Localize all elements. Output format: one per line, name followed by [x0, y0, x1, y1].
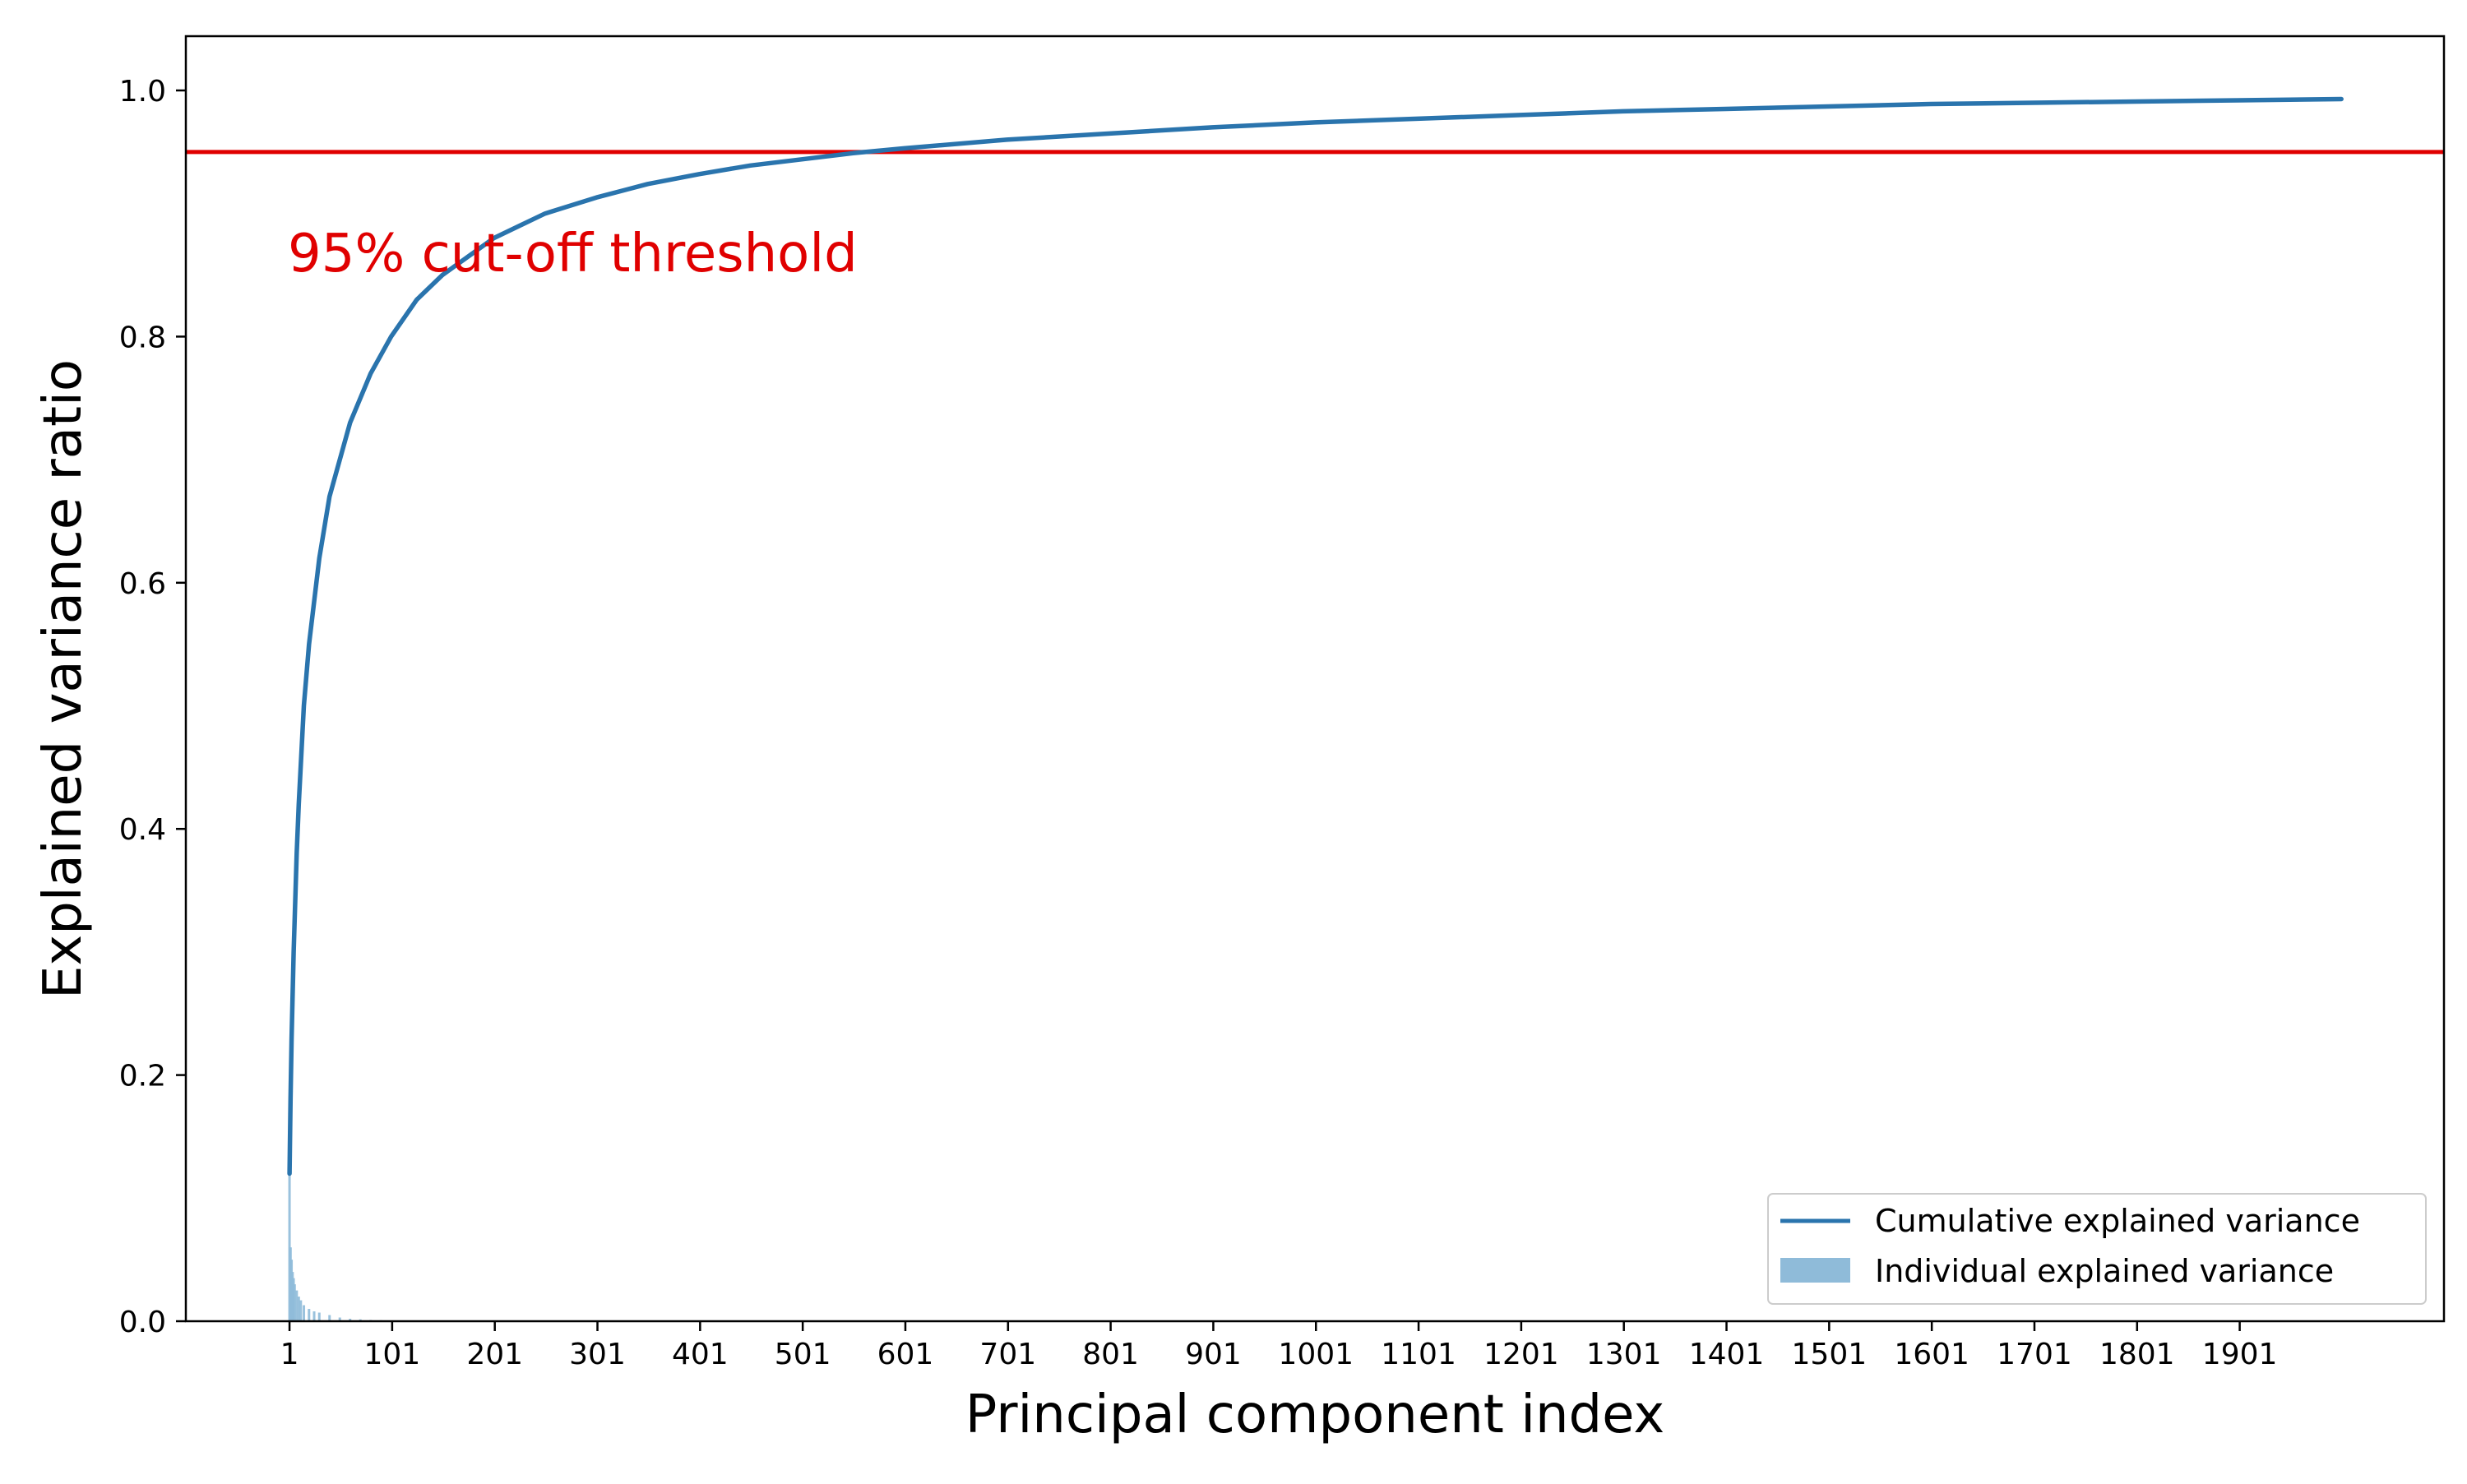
threshold-annotation: 95% cut-off threshold [288, 224, 858, 284]
y-tick-label: 0.2 [119, 1060, 166, 1093]
variance-bar [299, 1301, 302, 1321]
x-tick-label: 501 [775, 1338, 831, 1371]
x-tick-label: 901 [1185, 1338, 1242, 1371]
legend: Cumulative explained variance Individual… [1768, 1194, 2426, 1304]
x-tick-label: 1701 [1997, 1338, 2072, 1371]
x-tick-label: 1101 [1381, 1338, 1456, 1371]
x-tick-label: 1801 [2099, 1338, 2175, 1371]
x-tick-label: 1201 [1483, 1338, 1559, 1371]
y-tick-label: 1.0 [119, 75, 166, 109]
x-tick-label: 1 [280, 1338, 299, 1371]
x-tick-label: 801 [1082, 1338, 1139, 1371]
y-tick-label: 0.4 [119, 813, 166, 847]
variance-bar [313, 1311, 316, 1321]
y-axis-ticks: 0.0 0.2 0.4 0.6 0.8 1.0 [119, 75, 186, 1339]
x-axis-title: Principal component index [965, 1385, 1665, 1445]
variance-bar [308, 1309, 310, 1321]
y-tick-label: 0.8 [119, 321, 166, 354]
y-tick-label: 0.6 [119, 567, 166, 601]
x-tick-label: 1301 [1586, 1338, 1662, 1371]
legend-label-cumulative: Cumulative explained variance [1875, 1203, 2360, 1239]
legend-bar-swatch [1780, 1258, 1850, 1283]
x-tick-label: 1401 [1689, 1338, 1765, 1371]
variance-bar [318, 1313, 321, 1321]
x-tick-label: 401 [672, 1338, 729, 1371]
x-tick-label: 201 [466, 1338, 523, 1371]
x-tick-label: 1501 [1792, 1338, 1868, 1371]
variance-bar [303, 1306, 305, 1321]
x-tick-label: 101 [364, 1338, 421, 1371]
legend-label-individual: Individual explained variance [1875, 1253, 2334, 1289]
x-tick-label: 1001 [1278, 1338, 1354, 1371]
y-axis-title: Explained variance ratio [33, 359, 94, 999]
y-tick-label: 0.0 [119, 1306, 166, 1339]
x-tick-label: 701 [979, 1338, 1036, 1371]
x-tick-label: 1901 [2202, 1338, 2278, 1371]
x-tick-label: 301 [569, 1338, 626, 1371]
x-tick-label: 601 [877, 1338, 934, 1371]
x-tick-label: 1601 [1894, 1338, 1969, 1371]
